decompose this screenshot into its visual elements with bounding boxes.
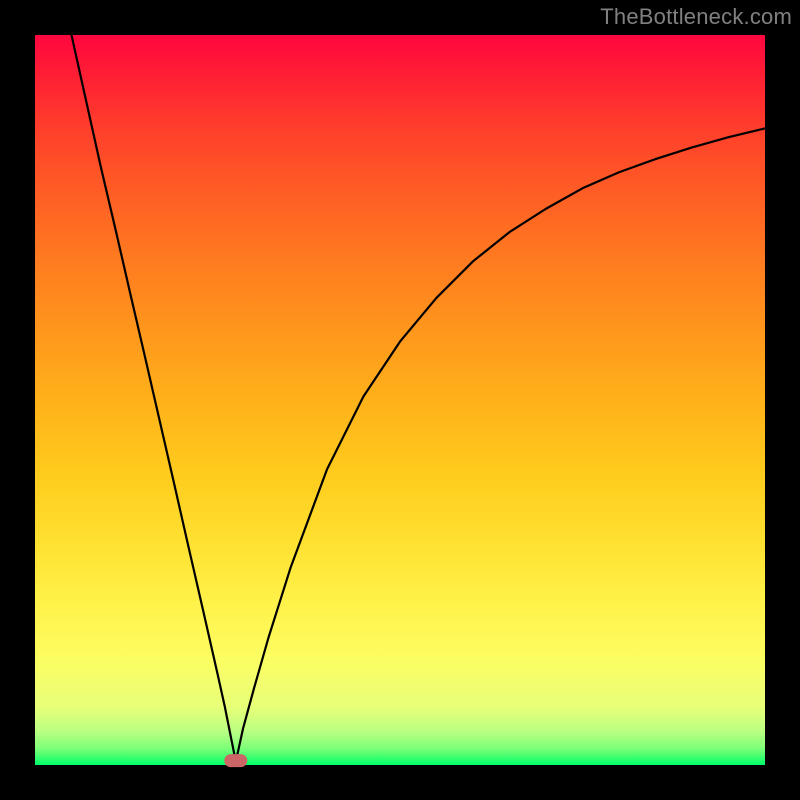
bottleneck-chart xyxy=(0,0,800,800)
chart-wrapper: TheBottleneck.com xyxy=(0,0,800,800)
curve-minimum-marker xyxy=(225,755,247,767)
chart-plot-area xyxy=(35,35,765,765)
